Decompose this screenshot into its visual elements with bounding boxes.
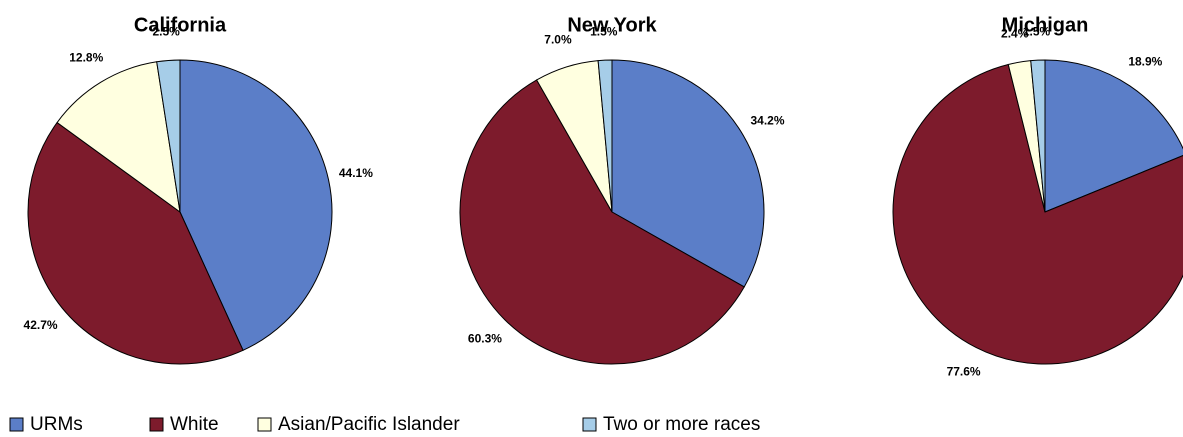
pie-slice [27,121,244,365]
chart-title: Michigan [1002,14,1089,36]
legend-label: URMs [30,414,83,435]
pie-slice [179,59,333,351]
value-label: 77.6% [947,365,981,379]
pie-slice [156,59,181,213]
legend-marker [257,417,272,432]
value-label: 1.5% [590,24,618,38]
pie-slice [1030,59,1046,213]
pie-slice [892,63,1183,365]
legend-marker [9,417,24,432]
legend-label: White [170,414,219,435]
chart-title: New York [567,14,657,36]
legend-label: Two or more races [603,414,760,435]
legend-marker [582,417,597,432]
pie-slice [1044,59,1183,213]
value-label: 7.0% [544,32,572,46]
value-label: 44.1% [339,166,373,180]
value-label: 34.2% [751,114,785,128]
pie-slice [597,59,613,213]
value-label: 42.7% [24,318,58,332]
value-label: 60.3% [468,332,502,346]
value-label: 2.5% [152,25,180,39]
value-label: 18.9% [1128,55,1162,69]
pie-slice [459,79,745,365]
legend-marker [149,417,164,432]
legend-label: Asian/Pacific Islander [278,414,460,435]
value-label: 12.8% [69,51,103,65]
pie-slice [56,61,181,214]
value-label: 1.5% [1023,24,1051,38]
value-label: 2.4% [1001,27,1029,41]
chart-title: California [134,14,227,36]
pie-slice [611,59,765,288]
